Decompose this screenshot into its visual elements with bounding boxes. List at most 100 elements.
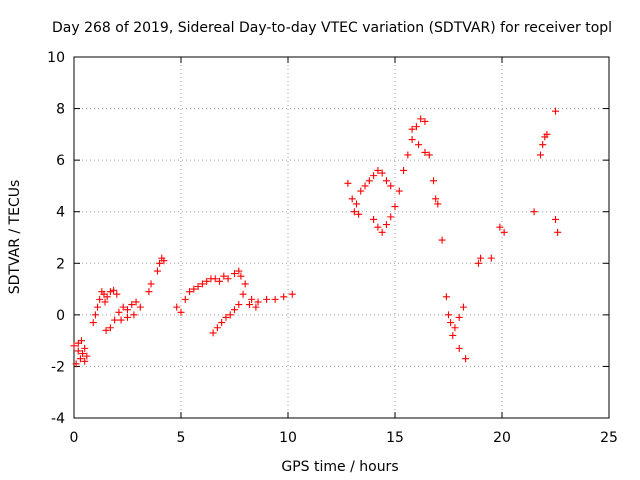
data-point-marker xyxy=(181,295,189,303)
data-point-marker xyxy=(79,350,87,358)
data-point-marker xyxy=(128,301,136,309)
data-point-marker xyxy=(72,360,80,368)
data-point-marker xyxy=(395,187,403,195)
data-point-marker xyxy=(382,221,390,229)
y-tick-label: 6 xyxy=(56,153,65,169)
data-point-marker xyxy=(432,195,440,203)
data-point-marker xyxy=(404,151,412,159)
data-point-marker xyxy=(213,324,221,332)
data-point-marker xyxy=(455,344,463,352)
data-point-marker xyxy=(106,288,114,296)
data-point-marker xyxy=(110,286,118,294)
data-point-marker xyxy=(400,166,408,174)
data-point-marker xyxy=(102,326,110,334)
data-point-marker xyxy=(96,295,104,303)
data-point-marker xyxy=(173,303,181,311)
data-point-marker xyxy=(231,306,238,314)
data-point-marker xyxy=(387,213,395,221)
y-tick-label: 10 xyxy=(47,50,65,66)
data-point-marker xyxy=(263,295,271,303)
data-point-marker xyxy=(496,223,504,231)
data-point-marker xyxy=(445,311,452,319)
data-point-marker xyxy=(374,223,382,231)
data-point-marker xyxy=(252,303,260,311)
data-point-marker xyxy=(370,172,378,180)
data-point-marker xyxy=(374,166,382,174)
y-tick-label: -4 xyxy=(51,411,65,427)
data-point-marker xyxy=(288,290,296,298)
data-point-marker xyxy=(83,352,91,360)
data-point-marker xyxy=(209,329,217,337)
data-point-marker xyxy=(361,182,369,190)
data-point-marker xyxy=(145,288,153,296)
data-point-marker xyxy=(81,357,89,365)
data-point-marker xyxy=(160,257,168,265)
data-point-marker xyxy=(408,125,416,133)
data-point-marker xyxy=(462,355,470,363)
data-point-marker xyxy=(91,311,99,319)
data-point-marker xyxy=(455,313,463,321)
data-point-marker xyxy=(117,316,125,324)
y-tick-label: 4 xyxy=(56,205,65,221)
data-point-marker xyxy=(190,285,198,293)
x-tick-label: 15 xyxy=(386,430,404,446)
y-axis-title: SDTVAR / TECUs xyxy=(7,180,23,295)
data-point-marker xyxy=(124,306,131,314)
data-point-marker xyxy=(412,123,420,131)
data-point-marker xyxy=(115,308,123,316)
data-point-marker xyxy=(442,293,450,301)
data-point-marker xyxy=(382,177,390,185)
data-point-marker xyxy=(530,208,538,216)
data-point-marker xyxy=(449,331,457,339)
ticks xyxy=(73,56,610,419)
data-point-marker xyxy=(222,313,230,321)
data-point-marker xyxy=(425,151,433,159)
data-point-marker xyxy=(239,290,247,298)
grid-lines xyxy=(74,57,609,418)
data-point-marker xyxy=(198,280,206,288)
y-tick-label: 2 xyxy=(56,256,65,272)
data-point-marker xyxy=(211,275,219,283)
y-tick-labels: -4 -2 0 2 4 6 8 10 xyxy=(47,50,65,427)
data-point-marker xyxy=(103,293,111,301)
data-point-marker xyxy=(194,282,202,290)
data-point-marker xyxy=(391,203,399,211)
data-point-marker xyxy=(220,272,228,280)
data-point-marker xyxy=(355,210,363,218)
data-point-marker xyxy=(74,347,82,355)
data-point-marker xyxy=(474,259,482,267)
data-point-marker xyxy=(235,267,243,275)
data-point-marker xyxy=(136,303,144,311)
x-axis-title: GPS time / hours xyxy=(281,459,398,475)
data-point-marker xyxy=(248,295,256,303)
y-tick-label: 0 xyxy=(56,308,65,324)
data-point-marker xyxy=(203,277,211,285)
data-point-marker xyxy=(378,169,386,177)
data-point-marker xyxy=(421,148,429,156)
data-point-marker xyxy=(132,298,140,306)
data-point-marker xyxy=(352,200,360,208)
data-point-marker xyxy=(241,280,249,288)
data-point-marker xyxy=(487,254,495,262)
data-point-marker xyxy=(224,275,232,283)
data-point-marker xyxy=(81,344,89,352)
plot-frame xyxy=(73,56,610,419)
data-point-marker xyxy=(417,115,425,123)
data-point-marker xyxy=(147,280,155,288)
data-point-marker xyxy=(271,295,279,303)
data-point-marker xyxy=(387,182,395,190)
data-point-marker xyxy=(357,187,365,195)
data-point-marker xyxy=(231,270,238,278)
data-point-marker xyxy=(539,141,547,149)
data-point-marker xyxy=(537,151,545,159)
data-point-marker xyxy=(156,259,164,267)
data-point-marker xyxy=(543,130,551,138)
data-point-marker xyxy=(237,272,245,280)
y-tick-label: -2 xyxy=(51,359,65,375)
data-point-marker xyxy=(218,319,226,327)
data-point-marker xyxy=(280,293,288,301)
data-point-marker xyxy=(124,313,131,321)
x-tick-label: 20 xyxy=(493,430,511,446)
data-points xyxy=(70,107,562,368)
data-point-marker xyxy=(554,228,562,236)
